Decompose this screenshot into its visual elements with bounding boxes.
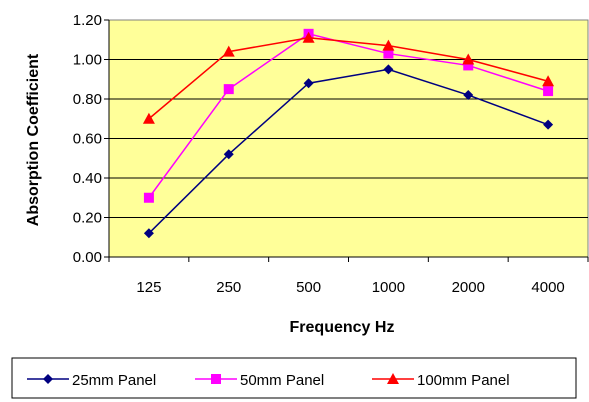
data-point <box>543 119 554 130</box>
y-tick-label: 0.80 <box>73 91 102 108</box>
data-point <box>542 75 555 87</box>
x-tick-label: 250 <box>216 279 241 296</box>
legend-item: 50mm Panel <box>195 372 324 389</box>
data-point <box>463 90 474 101</box>
data-point <box>302 31 315 43</box>
x-tick-label: 1000 <box>372 279 405 296</box>
legend-item: 100mm Panel <box>372 372 510 389</box>
legend: 25mm Panel 50mm Panel 100mm Panel <box>11 357 577 399</box>
data-point <box>463 60 474 71</box>
data-point <box>462 53 475 65</box>
data-point <box>143 192 154 203</box>
x-tick-label: 125 <box>136 279 161 296</box>
data-point <box>223 149 234 160</box>
legend-item: 25mm Panel <box>27 372 156 389</box>
data-point <box>142 112 155 124</box>
y-axis-ticks: 0.00 0.20 0.40 0.60 0.80 1.00 1.20 <box>73 12 109 266</box>
legend-box <box>11 357 577 399</box>
legend-label: 50mm Panel <box>240 372 324 389</box>
legend-marker <box>43 374 53 384</box>
x-tick-label: 2000 <box>452 279 485 296</box>
x-tick-label: 4000 <box>531 279 564 296</box>
data-point <box>383 48 394 59</box>
data-point <box>543 86 554 97</box>
x-axis-title: Frequency Hz <box>290 319 395 336</box>
series-25mm-panel <box>143 64 554 239</box>
legend-marker <box>211 374 221 384</box>
data-point <box>223 84 234 95</box>
y-tick-label: 0.40 <box>73 170 102 187</box>
series-layer <box>142 28 555 239</box>
series-line <box>148 33 549 199</box>
series-line <box>148 37 549 120</box>
legend-label: 25mm Panel <box>72 372 156 389</box>
data-point <box>143 228 154 239</box>
plot-area <box>108 19 589 258</box>
legend-marker <box>387 373 399 384</box>
x-tick-label: 500 <box>296 279 321 296</box>
y-tick-label: 1.20 <box>73 12 102 29</box>
legend-label: 100mm Panel <box>417 372 510 389</box>
data-point <box>222 45 235 57</box>
series-line <box>148 68 549 234</box>
y-tick-label: 1.00 <box>73 52 102 69</box>
y-tick-label: 0.60 <box>73 131 102 148</box>
data-point <box>382 39 395 51</box>
y-tick-label: 0.00 <box>73 249 102 266</box>
data-point <box>303 78 314 89</box>
y-tick-label: 0.20 <box>73 210 102 227</box>
data-point <box>383 64 394 75</box>
x-axis-ticks: 125 250 500 1000 2000 4000 <box>108 257 589 296</box>
y-axis-title: Absorption Coefficient <box>25 53 42 226</box>
series-100mm-panel <box>142 31 555 124</box>
